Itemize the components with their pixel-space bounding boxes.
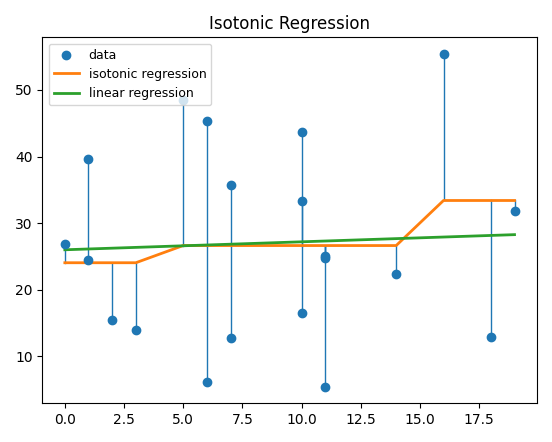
data xyxy=(297,309,306,316)
data xyxy=(203,378,211,385)
data xyxy=(179,96,188,103)
Title: Isotonic Regression: Isotonic Regression xyxy=(209,15,370,33)
isotonic regression xyxy=(511,198,518,203)
data xyxy=(297,129,306,136)
data xyxy=(60,240,69,248)
data xyxy=(226,182,235,189)
data xyxy=(321,252,330,259)
data xyxy=(203,118,211,125)
isotonic regression xyxy=(204,243,210,248)
data xyxy=(392,271,401,278)
isotonic regression xyxy=(440,198,447,203)
data xyxy=(297,198,306,205)
Legend: data, isotonic regression, linear regression: data, isotonic regression, linear regres… xyxy=(49,44,211,105)
isotonic regression xyxy=(204,243,210,248)
data xyxy=(84,257,93,264)
isotonic regression xyxy=(180,243,187,248)
isotonic regression xyxy=(85,260,92,265)
isotonic regression xyxy=(322,243,328,248)
data xyxy=(439,50,448,57)
data xyxy=(226,335,235,342)
isotonic regression xyxy=(227,243,234,248)
data xyxy=(84,156,93,163)
data xyxy=(321,255,330,262)
Line: isotonic regression: isotonic regression xyxy=(65,201,514,263)
isotonic regression xyxy=(227,243,234,248)
isotonic regression xyxy=(298,243,305,248)
isotonic regression xyxy=(298,243,305,248)
isotonic regression xyxy=(85,260,92,265)
isotonic regression xyxy=(322,243,328,248)
data xyxy=(131,327,140,334)
isotonic regression xyxy=(393,243,400,248)
isotonic regression xyxy=(487,198,494,203)
isotonic regression xyxy=(322,243,328,248)
data xyxy=(321,383,330,390)
isotonic regression xyxy=(61,260,68,265)
isotonic regression xyxy=(109,260,115,265)
isotonic regression xyxy=(132,260,139,265)
data xyxy=(486,333,495,340)
isotonic regression xyxy=(298,243,305,248)
data xyxy=(108,316,116,323)
data xyxy=(510,207,519,214)
